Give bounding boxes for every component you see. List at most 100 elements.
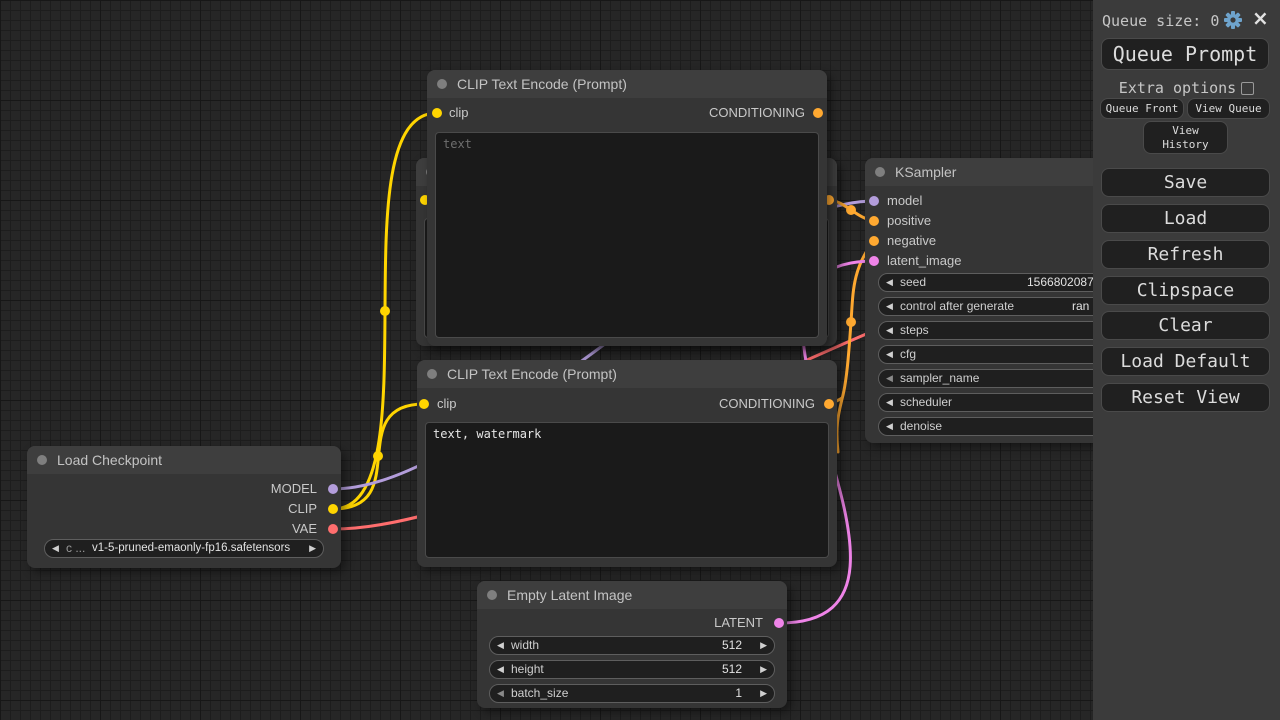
widget-label: height xyxy=(511,662,544,676)
widget-value: v1-5-pruned-emaonly-fp16.safetensors xyxy=(92,542,291,554)
latent-input-slot[interactable] xyxy=(869,256,879,266)
decrement-arrow-icon[interactable]: ◀ xyxy=(886,397,893,407)
widget-value: 512 xyxy=(721,662,742,676)
latent-output-slot[interactable] xyxy=(774,618,784,628)
vae-output-slot[interactable] xyxy=(328,524,338,534)
decrement-arrow-icon[interactable]: ◀ xyxy=(497,688,504,698)
decrement-arrow-icon[interactable]: ◀ xyxy=(497,664,504,674)
node-title-bar[interactable]: Load Checkpoint xyxy=(27,446,341,474)
model-input-slot[interactable] xyxy=(869,196,879,206)
increment-arrow-icon[interactable]: ▶ xyxy=(760,688,767,698)
conditioning-output-slot[interactable] xyxy=(824,399,834,409)
extra-options-label: Extra options xyxy=(1118,79,1237,97)
queue-front-button[interactable]: Queue Front xyxy=(1100,98,1184,119)
node-status-dot xyxy=(427,369,437,379)
width-widget[interactable]: ◀ width 512 ▶ xyxy=(489,636,775,655)
cfg-widget[interactable]: ◀ cfg xyxy=(878,345,1093,364)
model-output-slot[interactable] xyxy=(328,484,338,494)
textarea-placeholder: text xyxy=(443,137,472,151)
steps-widget[interactable]: ◀ steps xyxy=(878,321,1093,340)
extra-options-checkbox[interactable] xyxy=(1241,81,1255,95)
widget-label: batch_size xyxy=(511,686,569,700)
widget-label: steps xyxy=(900,323,929,337)
clip-input-slot[interactable] xyxy=(420,195,430,205)
node-title-bar[interactable]: KSampler xyxy=(865,158,1093,186)
clear-button[interactable]: Clear xyxy=(1101,311,1270,340)
height-widget[interactable]: ◀ height 512 ▶ xyxy=(489,660,775,679)
ckpt-name-widget[interactable]: ◀ c ... v1-5-pruned-emaonly-fp16.safeten… xyxy=(44,539,324,558)
decrement-arrow-icon[interactable]: ◀ xyxy=(886,421,893,431)
next-option-arrow-icon[interactable]: ▶ xyxy=(309,543,316,553)
model-input-label: model xyxy=(887,193,923,208)
conditioning-output-slot[interactable] xyxy=(824,195,834,205)
node-title-bar[interactable]: CLIP Text Encode (Prompt) xyxy=(427,70,827,98)
queue-prompt-button[interactable]: Queue Prompt xyxy=(1101,38,1269,70)
node-title: CLIP Text Encode (Prompt) xyxy=(457,76,627,92)
widget-label: sampler_name xyxy=(900,371,980,385)
node-title-bar[interactable]: CLIP Text Encode (Prompt) xyxy=(417,360,837,388)
node-status-dot xyxy=(875,167,885,177)
conditioning-output-slot[interactable] xyxy=(813,108,823,118)
close-menu-icon[interactable]: × xyxy=(1252,6,1269,30)
view-queue-button[interactable]: View Queue xyxy=(1187,98,1270,119)
widget-value: ran xyxy=(1072,299,1090,313)
denoise-widget[interactable]: ◀ denoise xyxy=(878,417,1093,436)
clip-input-label: clip xyxy=(449,105,469,120)
node-empty-latent-image[interactable]: Empty Latent Image LATENT ◀ width 512 ▶ … xyxy=(477,581,787,708)
settings-gear-icon[interactable] xyxy=(1223,10,1243,30)
sampler-name-widget[interactable]: ◀ sampler_name xyxy=(878,369,1093,388)
save-button[interactable]: Save xyxy=(1101,168,1270,197)
clip-output-slot[interactable] xyxy=(328,504,338,514)
conditioning-output-label: CONDITIONING xyxy=(708,105,805,120)
prompt-textarea[interactable]: text xyxy=(435,132,819,338)
node-status-dot xyxy=(487,590,497,600)
node-title: CLIP Text Encode (Prompt) xyxy=(447,366,617,382)
decrement-arrow-icon[interactable]: ◀ xyxy=(886,277,893,287)
wire-midpoint-dot xyxy=(846,317,856,327)
widget-label: width xyxy=(511,638,540,652)
conditioning-output-label: CONDITIONING xyxy=(718,396,815,411)
positive-input-slot[interactable] xyxy=(869,216,879,226)
clip-input-slot[interactable] xyxy=(419,399,429,409)
increment-arrow-icon[interactable]: ▶ xyxy=(760,640,767,650)
decrement-arrow-icon[interactable]: ◀ xyxy=(886,349,893,359)
prompt-textarea[interactable]: text, watermark xyxy=(425,422,829,558)
node-graph-canvas[interactable]: be bo CLIP Text Encode (Prompt) clip CON… xyxy=(0,0,1093,720)
widget-label: scheduler xyxy=(900,395,953,409)
comfy-menu-panel: Queue size: 0 × Queue Prompt Extra optio… xyxy=(1093,0,1280,720)
clip-input-slot[interactable] xyxy=(432,108,442,118)
node-title-bar[interactable]: Empty Latent Image xyxy=(477,581,787,609)
prev-option-arrow-icon[interactable]: ◀ xyxy=(52,543,59,553)
scheduler-widget[interactable]: ◀ scheduler xyxy=(878,393,1093,412)
refresh-button[interactable]: Refresh xyxy=(1101,240,1270,269)
node-title: Empty Latent Image xyxy=(507,587,633,603)
reset-view-button[interactable]: Reset View xyxy=(1101,383,1270,412)
node-clip-text-encode-negative[interactable]: CLIP Text Encode (Prompt) clip CONDITION… xyxy=(417,360,837,567)
widget-label: denoise xyxy=(900,419,943,433)
control-after-generate-widget[interactable]: ◀ control after generate ran xyxy=(878,297,1093,316)
seed-widget[interactable]: ◀ seed 1566802087 xyxy=(878,273,1093,292)
decrement-arrow-icon[interactable]: ◀ xyxy=(497,640,504,650)
clip-output-label: CLIP xyxy=(288,501,317,516)
node-status-dot xyxy=(437,79,447,89)
node-ksampler[interactable]: KSampler model positive negative latent_… xyxy=(865,158,1093,443)
widget-label: cfg xyxy=(900,347,917,361)
negative-input-label: negative xyxy=(887,233,937,248)
load-button[interactable]: Load xyxy=(1101,204,1270,233)
decrement-arrow-icon[interactable]: ◀ xyxy=(886,325,893,335)
node-load-checkpoint[interactable]: Load Checkpoint MODEL CLIP VAE ◀ c ... v… xyxy=(27,446,341,568)
decrement-arrow-icon[interactable]: ◀ xyxy=(886,373,893,383)
increment-arrow-icon[interactable]: ▶ xyxy=(760,664,767,674)
load-default-button[interactable]: Load Default xyxy=(1101,347,1270,376)
negative-input-slot[interactable] xyxy=(869,236,879,246)
clip-input-label: clip xyxy=(437,396,457,411)
prompt-text: text, watermark xyxy=(433,427,542,441)
batch-size-widget[interactable]: ◀ batch_size 1 ▶ xyxy=(489,684,775,703)
decrement-arrow-icon[interactable]: ◀ xyxy=(886,301,893,311)
view-history-button[interactable]: View History xyxy=(1143,121,1228,154)
wire-midpoint-dot xyxy=(373,451,383,461)
model-output-label: MODEL xyxy=(270,481,317,496)
node-clip-text-encode-top[interactable]: CLIP Text Encode (Prompt) clip CONDITION… xyxy=(427,70,827,346)
latent-input-label: latent_image xyxy=(887,253,962,268)
clipspace-button[interactable]: Clipspace xyxy=(1101,276,1270,305)
